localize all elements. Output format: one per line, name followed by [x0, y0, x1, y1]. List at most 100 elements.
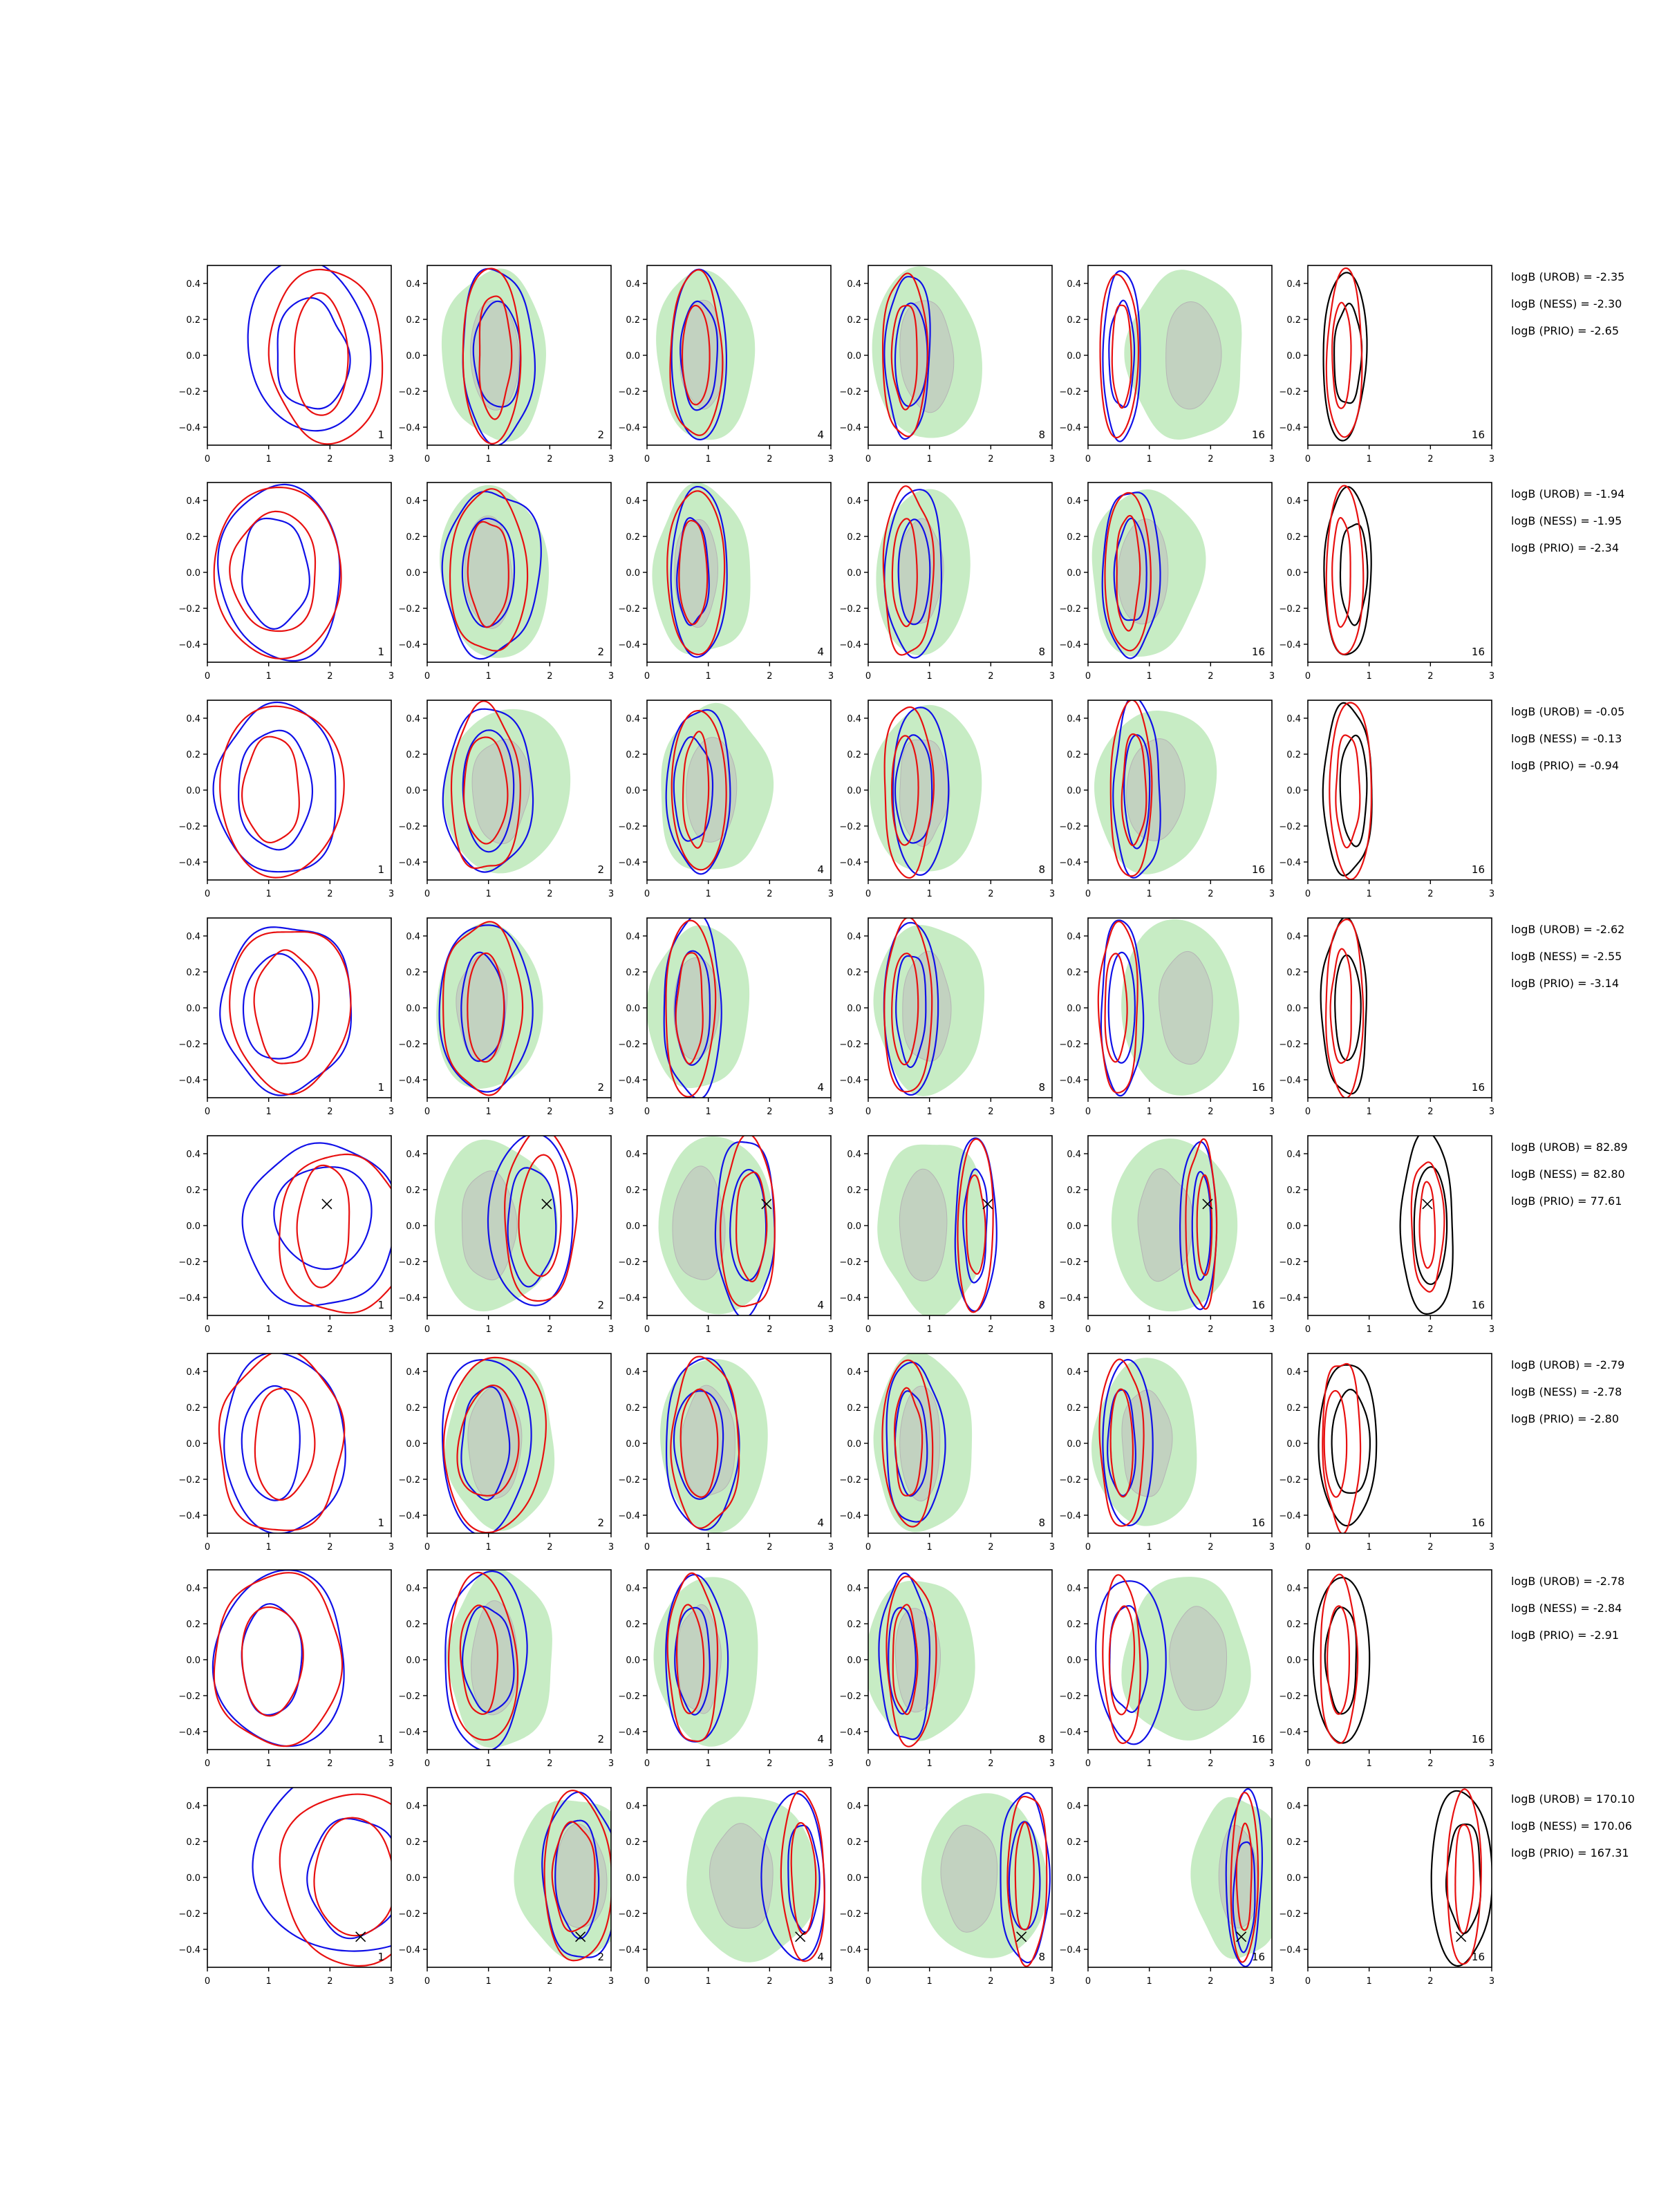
- y-tick-label: 0.4: [626, 1801, 640, 1812]
- y-tick-label: −0.2: [1279, 387, 1301, 397]
- y-tick-label: −0.4: [618, 858, 640, 868]
- x-tick-label: 3: [1049, 1542, 1055, 1553]
- panel-r4-c2: 0.4 0.2 0.0 −0.2 −0.4 0 1 2 3 2: [398, 917, 614, 1117]
- panel-r8-c6: 0.4 0.2 0.0 −0.2 −0.4 0 1 2 3 16: [1279, 1787, 1494, 1987]
- ness-contour: [682, 731, 710, 849]
- ness-contour: [1325, 267, 1363, 438]
- urob-contour: [665, 1357, 740, 1531]
- x-tick-label: 0: [1305, 1976, 1311, 1987]
- ness-contour: [296, 1164, 350, 1288]
- ness-contour: [218, 1353, 346, 1531]
- x-tick-label: 0: [1085, 1976, 1091, 1987]
- y-tick-label: 0.4: [847, 496, 861, 507]
- panel-r4-c6: 0.4 0.2 0.0 −0.2 −0.4 0 1 2 3 16: [1279, 917, 1494, 1117]
- x-tick-label: 0: [1085, 1324, 1091, 1335]
- x-tick-label: 0: [644, 1107, 650, 1117]
- truth-marker: [1422, 1199, 1433, 1210]
- urob-contour: [273, 1166, 373, 1271]
- urob-contour: [442, 708, 534, 873]
- y-tick-label: 0.4: [626, 1584, 640, 1594]
- ness-contour: [1454, 1824, 1474, 1935]
- y-tick-label: 0.4: [1067, 279, 1081, 290]
- x-tick-label: 1: [706, 454, 711, 465]
- panel-corner-label: 16: [1472, 1733, 1485, 1745]
- y-tick-label: 0.2: [626, 1185, 640, 1196]
- bayes-factor-text: logB (UROB) = -0.05: [1511, 705, 1624, 718]
- y-tick-label: −0.4: [839, 1511, 861, 1521]
- x-tick-label: 2: [547, 1976, 552, 1987]
- y-tick-label: 0.4: [1067, 1367, 1081, 1378]
- panel-corner-label: 1: [377, 429, 384, 441]
- bayes-factor-text: logB (PRIO) = 167.31: [1511, 1846, 1629, 1859]
- y-tick-label: −0.2: [178, 387, 200, 397]
- panel-r4-c1: 0.4 0.2 0.0 −0.2 −0.4 0 1 2 3 1: [178, 917, 394, 1117]
- y-tick-label: 0.4: [1286, 714, 1301, 724]
- urob-contour: [897, 518, 931, 626]
- panel-corner-label: 2: [597, 1517, 604, 1529]
- x-tick-label: 3: [1049, 1759, 1055, 1769]
- ness-contour: [678, 520, 709, 626]
- truth-marker: [321, 1199, 332, 1210]
- x-tick-label: 2: [767, 671, 772, 682]
- prior-inner-contour: [899, 739, 950, 847]
- x-tick-label: 3: [1489, 1324, 1494, 1335]
- y-tick-label: 0.4: [626, 1367, 640, 1378]
- urob-contour: [674, 950, 711, 1066]
- y-tick-label: −0.2: [1279, 604, 1301, 615]
- x-tick-label: 1: [486, 889, 491, 899]
- urob-contour: [438, 924, 534, 1093]
- x-tick-label: 1: [486, 1976, 491, 1987]
- prior-inner-contour: [1126, 738, 1185, 841]
- panel-plot-area: [872, 266, 982, 440]
- x-tick-label: 0: [424, 889, 430, 899]
- y-tick-label: 0.2: [406, 1185, 420, 1196]
- y-tick-label: 0.2: [406, 1403, 420, 1414]
- truth-marker: [982, 1199, 993, 1210]
- x-tick-label: 0: [644, 1542, 650, 1553]
- y-tick-label: −0.2: [178, 604, 200, 615]
- y-tick-label: 0.2: [406, 532, 420, 543]
- prio-contour: [1320, 918, 1368, 1095]
- y-tick-label: 0.0: [626, 1221, 640, 1232]
- x-tick-label: 2: [547, 671, 552, 682]
- ness-contour: [1104, 953, 1128, 1063]
- x-tick-label: 0: [205, 889, 210, 899]
- y-tick-label: 0.0: [1286, 1221, 1301, 1232]
- ness-contour: [1325, 485, 1365, 655]
- bayes-factor-text: logB (PRIO) = -2.34: [1511, 541, 1619, 554]
- y-tick-label: 0.4: [406, 279, 420, 290]
- y-tick-label: −0.4: [839, 423, 861, 433]
- y-tick-label: −0.2: [618, 387, 640, 397]
- ness-contour: [891, 953, 919, 1066]
- y-tick-label: 0.2: [1286, 1185, 1301, 1196]
- y-tick-label: −0.4: [178, 1727, 200, 1738]
- y-tick-label: 0.2: [847, 1403, 861, 1414]
- panel-r3-c3: 0.4 0.2 0.0 −0.2 −0.4 0 1 2 3 4: [618, 700, 834, 899]
- x-tick-label: 0: [865, 1107, 871, 1117]
- prio-contour: [1413, 1166, 1448, 1285]
- panel-r3-c4: 0.4 0.2 0.0 −0.2 −0.4 0 1 2 3 8: [839, 700, 1055, 899]
- panel-corner-label: 16: [1252, 1299, 1265, 1311]
- y-tick-label: −0.2: [839, 1691, 861, 1702]
- panel-corner-label: 8: [1038, 1081, 1045, 1094]
- ness-contour: [462, 736, 509, 845]
- x-tick-label: 2: [1427, 454, 1433, 465]
- ness-contour: [1329, 702, 1372, 880]
- urob-contour: [276, 297, 351, 410]
- urob-contour: [1100, 919, 1145, 1097]
- panel-corner-label: 16: [1472, 1081, 1485, 1094]
- y-tick-label: 0.2: [186, 968, 200, 978]
- x-tick-label: 0: [424, 1107, 430, 1117]
- y-tick-label: 0.4: [626, 1150, 640, 1160]
- y-tick-label: −0.2: [1059, 1475, 1081, 1485]
- y-tick-label: 0.2: [1067, 315, 1081, 326]
- x-tick-label: 3: [828, 889, 834, 899]
- panel-plot-area: [1320, 918, 1368, 1098]
- x-tick-label: 3: [828, 1976, 834, 1987]
- panel-corner-label: 1: [377, 646, 384, 658]
- x-tick-label: 0: [205, 1976, 210, 1987]
- x-tick-label: 0: [1305, 1542, 1311, 1553]
- y-tick-label: −0.4: [1279, 423, 1301, 433]
- y-tick-label: 0.2: [406, 750, 420, 760]
- prior-inner-contour: [677, 1604, 722, 1714]
